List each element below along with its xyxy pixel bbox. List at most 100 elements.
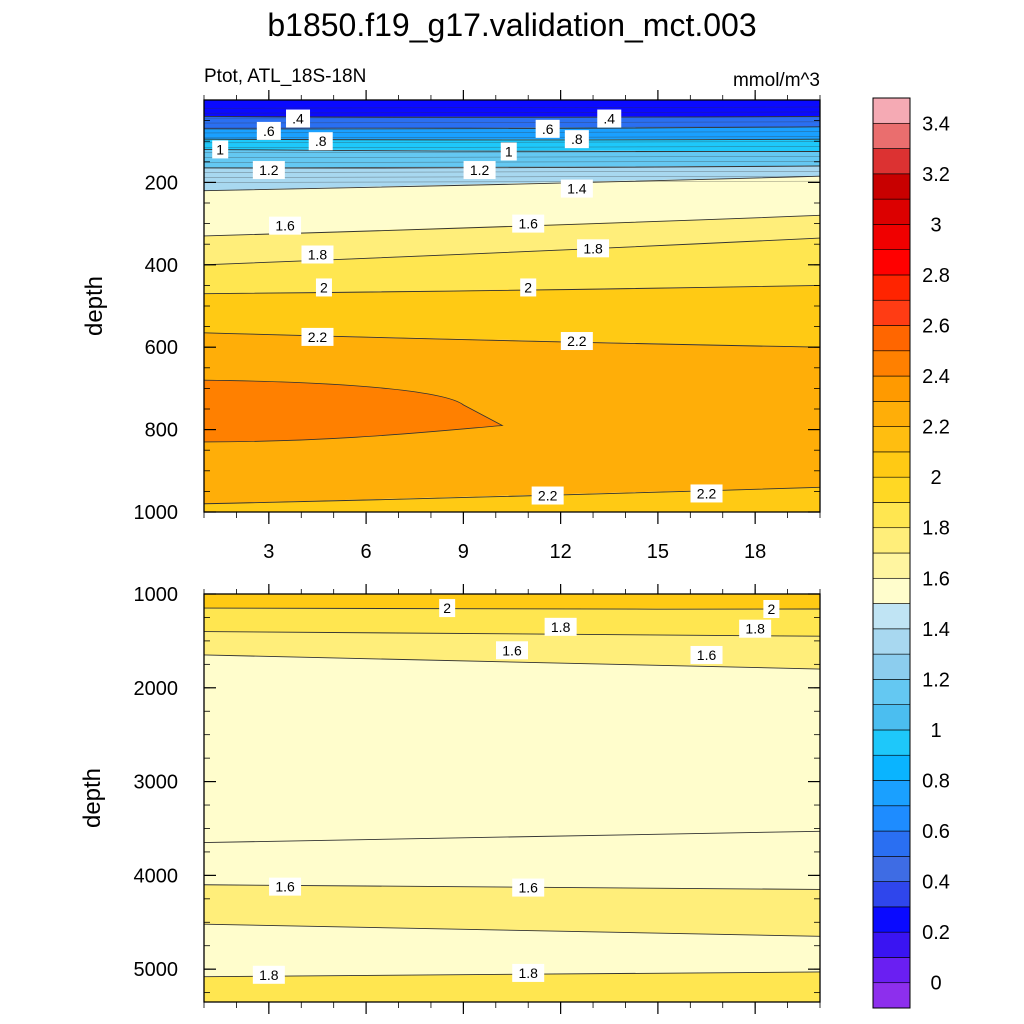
- contour-line: [204, 284, 820, 295]
- contour-label-bg: [512, 878, 545, 897]
- colorbar-cell: [872, 426, 911, 453]
- contour-core-2-4: [204, 379, 504, 443]
- contour-label: 1.6: [275, 218, 295, 234]
- colorbar-cell: [872, 97, 911, 124]
- y-tick-label: 600: [145, 337, 178, 359]
- colorbar-cell: [872, 274, 911, 301]
- colorbar-cell: [872, 881, 911, 908]
- colorbar-tick-label: 3: [930, 214, 941, 236]
- colorbar-tick-label: 1: [930, 720, 941, 742]
- contour-band: [204, 126, 820, 140]
- contour-label-bg: [463, 161, 496, 180]
- contour-line-minor: [204, 166, 820, 168]
- y-tick-label: 5000: [134, 959, 179, 981]
- contour-line-minor: [204, 175, 820, 178]
- contour-label: .4: [292, 111, 304, 127]
- contour-label-bg: [560, 332, 593, 351]
- contour-label: 1.6: [697, 647, 717, 663]
- y-tick-label: 800: [145, 420, 178, 442]
- contour-label-bg: [496, 641, 528, 660]
- x-tick-label: 3: [263, 541, 274, 563]
- contour-label: 1.8: [259, 967, 279, 983]
- contour-label-bg: [286, 109, 311, 128]
- contour-label: 2.2: [308, 329, 328, 345]
- colorbar-cell: [872, 805, 911, 832]
- contour-label-bg: [500, 142, 517, 161]
- contour-label-bg: [439, 599, 456, 618]
- colorbar-cell: [872, 957, 911, 984]
- colorbar-tick-label: 2.8: [922, 265, 950, 287]
- y-tick-label: 4000: [134, 865, 179, 887]
- contour-band: [204, 831, 820, 890]
- colorbar-cell: [872, 628, 911, 655]
- figure-title: b1850.f19_g17.validation_mct.003: [267, 7, 756, 43]
- x-tick-label: 9: [458, 541, 469, 563]
- contour-label-bg: [560, 179, 593, 198]
- contour-label: .8: [315, 133, 327, 149]
- y-tick-label: 1000: [134, 584, 179, 606]
- colorbar-tick-label: 1.8: [922, 518, 950, 540]
- contour-label: .4: [603, 111, 615, 127]
- colorbar-cell: [872, 906, 911, 933]
- contour-band: [204, 285, 820, 348]
- contour-label: 2.2: [538, 488, 558, 504]
- x-tick-label: 18: [744, 541, 766, 563]
- panel-lower: 2 21.8 1.81.6 1.61.6 1.61.8 1.810002000300040…: [79, 584, 821, 1014]
- contour-label-bg: [564, 130, 589, 149]
- contour-label-bg: [531, 486, 564, 505]
- contour-label: .6: [263, 123, 275, 139]
- y-tick-label: 2000: [134, 678, 179, 700]
- contour-label: 2.2: [567, 333, 587, 349]
- variable-label: Ptot, ATL_18S-18N: [204, 66, 366, 87]
- contour-label-bg: [690, 645, 723, 664]
- y-tick-label: 1000: [134, 502, 179, 524]
- contour-line-minor: [204, 106, 820, 109]
- contour-label-bg: [690, 484, 723, 503]
- contour-line-minor: [204, 136, 820, 139]
- colorbar-cell: [872, 299, 911, 326]
- colorbar-cell: [872, 552, 911, 579]
- contour-label-bg: [597, 109, 622, 128]
- colorbar-tick-label: 0.6: [922, 821, 950, 843]
- colorbar-cell: [872, 679, 911, 705]
- colorbar-cell: [872, 603, 911, 630]
- contour-label-bg: [252, 161, 285, 180]
- contour-label: 1.4: [567, 181, 587, 197]
- contour-band: [204, 594, 820, 610]
- contour-label: .8: [571, 131, 583, 147]
- contour-band: [204, 332, 820, 504]
- colorbar-tick-label: 0.8: [922, 771, 950, 793]
- contour-label: 1.6: [518, 880, 538, 896]
- colorbar-tick-label: 2.4: [922, 366, 950, 388]
- contour-label: 1.2: [259, 162, 279, 178]
- colorbar-tick-label: 1.6: [922, 568, 950, 590]
- colorbar-tick-label: 2: [930, 467, 941, 489]
- colorbar-tick-label: 0.2: [922, 922, 950, 944]
- contour-label: .6: [542, 121, 554, 137]
- colorbar-cell: [872, 375, 911, 402]
- contour-label-bg: [520, 278, 537, 297]
- contour-line-minor: [204, 161, 820, 163]
- colorbar-cell: [872, 653, 911, 680]
- contour-band: [204, 972, 820, 1002]
- colorbar-tick-label: 0.4: [922, 872, 950, 894]
- contour-label: 1.8: [583, 240, 603, 256]
- contour-label-bg: [577, 239, 610, 258]
- contour-band: [204, 884, 820, 937]
- contour-label-bg: [212, 140, 229, 159]
- panels: .4.6.811.2.6.8.411.21.41.6 1.61.8 1.82 22.2…: [79, 90, 821, 1014]
- contour-label-bg: [252, 965, 285, 984]
- contour-label: 1.8: [551, 619, 571, 635]
- panel-upper: .4 .6 .8 1 1.2 .6 .8 .4 1 1.2 1.4 1.6 1.6 1.8 1.8 2 2 2.2…: [81, 90, 821, 563]
- x-tick-label: 6: [361, 541, 372, 563]
- contour-band: [204, 924, 820, 977]
- contour-label-bg: [763, 600, 780, 619]
- colorbar-cell: [872, 830, 911, 857]
- units-label: mmol/m^3: [733, 70, 820, 91]
- y-tick-label: 3000: [134, 772, 179, 794]
- contour-label-bg: [315, 278, 332, 297]
- contour-label-bg: [512, 214, 545, 233]
- colorbar-tick-label: 1.4: [922, 619, 950, 641]
- contour-line: [204, 126, 820, 130]
- colorbar-cell: [872, 704, 911, 731]
